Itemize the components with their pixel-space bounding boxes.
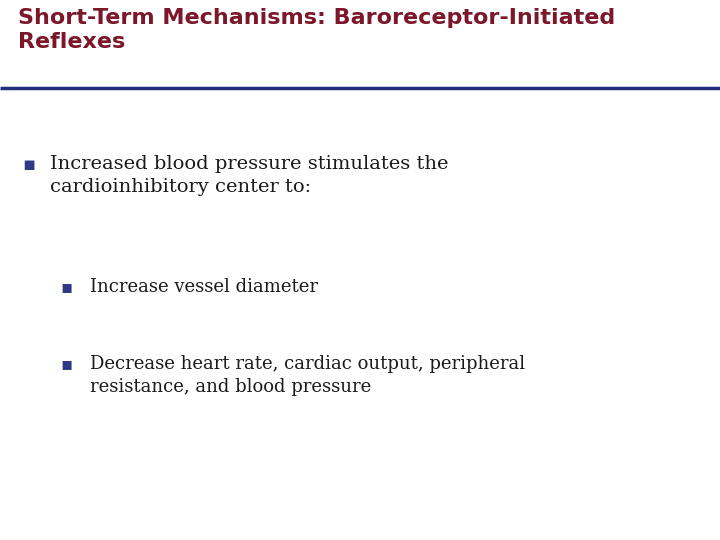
Text: ▪: ▪ [60,278,72,296]
Text: ▪: ▪ [22,155,35,174]
Text: Decrease heart rate, cardiac output, peripheral
resistance, and blood pressure: Decrease heart rate, cardiac output, per… [90,355,525,396]
Text: Increased blood pressure stimulates the
cardioinhibitory center to:: Increased blood pressure stimulates the … [50,155,449,196]
Text: ▪: ▪ [60,355,72,373]
Text: Increase vessel diameter: Increase vessel diameter [90,278,318,296]
Text: Short-Term Mechanisms: Baroreceptor-Initiated
Reflexes: Short-Term Mechanisms: Baroreceptor-Init… [18,8,616,52]
